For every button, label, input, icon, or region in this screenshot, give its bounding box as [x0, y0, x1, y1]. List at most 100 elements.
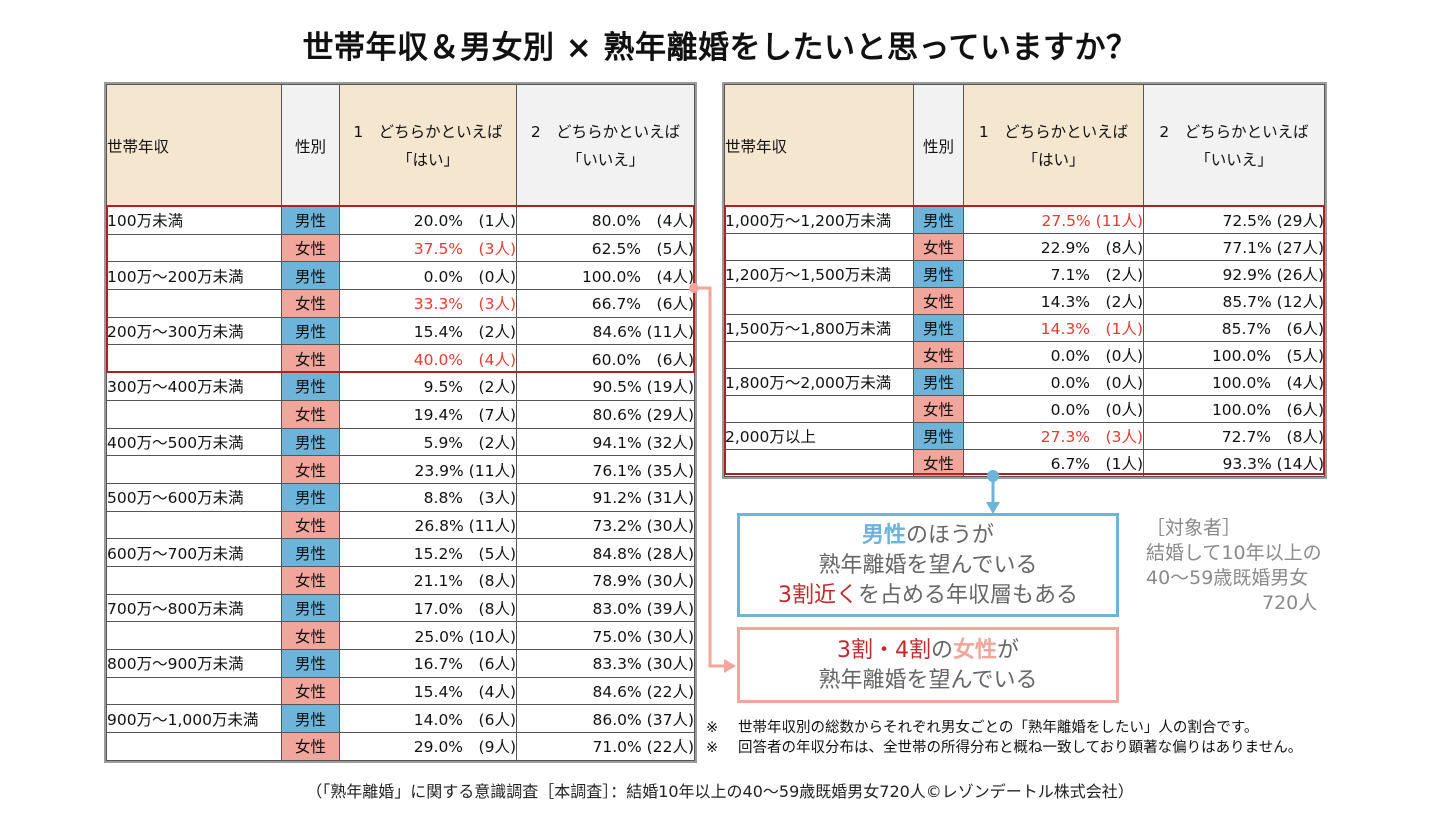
- yes-cell: 15.2% (5人): [339, 538, 517, 567]
- gender-badge-male: 男性: [281, 538, 340, 567]
- footnote: ※ 回答者の年収分布は、全世帯の所得分布と概ね一致しており顕著な偏りはありません。: [706, 738, 1302, 758]
- table-row: 女性 6.7% (1人) 93.3% (14人): [724, 449, 1325, 477]
- header-no: 2 どちらかといえば 「いいえ」: [1143, 84, 1325, 207]
- gender-badge-female: 女性: [913, 395, 964, 423]
- left-table: 世帯年収 性別 1 どちらかといえば 「はい」 2 どちらかといえば 「いいえ」 1…: [104, 82, 697, 763]
- gender-badge-female: 女性: [913, 233, 964, 261]
- footnotes: ※ 世帯年収別の総数からそれぞれ男女ごとの「熟年離婚をしたい」人の割合です。 ※ 回…: [706, 718, 1302, 758]
- male-callout: 男性のほうが 熟年離婚を望んでいる 3割近くを占める年収層もある: [737, 513, 1119, 617]
- table-row: 女性 29.0% (9人) 71.0% (22人): [106, 732, 695, 761]
- yes-cell: 0.0% (0人): [963, 368, 1144, 396]
- table-row: 700万～800万未満 男性 17.0% (8人) 83.0% (39人): [106, 593, 695, 623]
- ratio-emphasis: 3割近く: [777, 583, 858, 608]
- no-cell: 100.0% (4人): [1143, 368, 1325, 396]
- header-yes-line1: 1 どちらかといえば: [353, 122, 503, 141]
- female-callout-line1: 3割・4割の女性が: [740, 636, 1116, 666]
- yes-cell: 33.3% (3人): [339, 289, 517, 318]
- header-yes: 1 どちらかといえば 「はい」: [963, 84, 1144, 207]
- gender-badge-female: 女性: [281, 344, 340, 374]
- table-row: 500万～600万未満 男性 8.8% (3人) 91.2% (31人): [106, 482, 695, 512]
- target-info: ［対象者］ 結婚して10年以上の 40～59歳既婚男女 720人: [1146, 516, 1322, 616]
- ratio-emphasis: 3割・4割: [836, 638, 931, 663]
- income-cell: 1,500万～1,800万未満: [724, 314, 914, 342]
- no-cell: 78.9% (30人): [516, 565, 695, 595]
- yes-cell: 20.0% (1人): [339, 206, 517, 235]
- no-cell: 85.7% (12人): [1143, 287, 1325, 315]
- table-row: 女性 21.1% (8人) 78.9% (30人): [106, 565, 695, 595]
- table-row: 200万～300万未満 男性 15.4% (2人) 84.6% (11人): [106, 316, 695, 346]
- gender-badge-male: 男性: [913, 314, 964, 342]
- header-yes: 1 どちらかといえば 「はい」: [339, 84, 517, 207]
- yes-cell: 40.0% (4人): [339, 344, 517, 374]
- no-cell: 76.1% (35人): [516, 455, 695, 484]
- income-cell: [724, 341, 914, 369]
- right-table: 世帯年収 性別 1 どちらかといえば 「はい」 2 どちらかといえば 「いいえ」 1…: [722, 82, 1327, 479]
- no-cell: 73.2% (30人): [516, 510, 695, 540]
- income-cell: 200万～300万未満: [106, 316, 282, 346]
- yes-cell: 17.0% (8人): [339, 593, 517, 623]
- yes-cell: 19.4% (7人): [339, 399, 517, 429]
- header-income: 世帯年収: [724, 84, 914, 207]
- gender-badge-male: 男性: [281, 372, 340, 401]
- yes-cell: 27.3% (3人): [963, 422, 1144, 450]
- gender-badge-female: 女性: [281, 233, 340, 263]
- table-row: 600万～700万未満 男性 15.2% (5人) 84.8% (28人): [106, 538, 695, 567]
- gender-badge-female: 女性: [281, 510, 340, 540]
- no-cell: 75.0% (30人): [516, 621, 695, 650]
- no-cell: 84.6% (11人): [516, 316, 695, 346]
- header-no-line2: 「いいえ」: [566, 150, 645, 169]
- no-cell: 91.2% (31人): [516, 482, 695, 512]
- footnote: ※ 世帯年収別の総数からそれぞれ男女ごとの「熟年離婚をしたい」人の割合です。: [706, 718, 1302, 738]
- gender-badge-male: 男性: [281, 261, 340, 291]
- table-row: 1,000万～1,200万未満 男性 27.5% (11人) 72.5% (29人): [724, 206, 1325, 234]
- yes-cell: 16.7% (6人): [339, 649, 517, 678]
- no-cell: 71.0% (22人): [516, 732, 695, 761]
- note-text: 世帯年収別の総数からそれぞれ男女ごとの「熟年離婚をしたい」人の割合です。: [738, 720, 1259, 736]
- gender-badge-male: 男性: [281, 427, 340, 457]
- target-line3: 720人: [1262, 592, 1318, 614]
- income-cell: [106, 344, 282, 374]
- income-cell: 600万～700万未満: [106, 538, 282, 567]
- table-row: 1,200万～1,500万未満 男性 7.1% (2人) 92.9% (26人): [724, 260, 1325, 288]
- header-gender: 性別: [913, 84, 964, 207]
- table-row: 1,500万～1,800万未満 男性 14.3% (1人) 85.7% (6人): [724, 314, 1325, 342]
- income-cell: [724, 395, 914, 423]
- table-header-row: 世帯年収 性別 1 どちらかといえば 「はい」 2 どちらかといえば 「いいえ」: [106, 84, 695, 207]
- no-cell: 90.5% (19人): [516, 372, 695, 401]
- yes-cell: 0.0% (0人): [339, 261, 517, 291]
- header-no-line1: 2 どちらかといえば: [1159, 122, 1309, 141]
- yes-cell: 14.3% (1人): [963, 314, 1144, 342]
- income-cell: 1,000万～1,200万未満: [724, 206, 914, 234]
- male-emphasis: 男性: [861, 523, 906, 548]
- no-cell: 80.0% (4人): [516, 206, 695, 235]
- no-cell: 83.0% (39人): [516, 593, 695, 623]
- gender-badge-female: 女性: [281, 732, 340, 761]
- table-row: 800万～900万未満 男性 16.7% (6人) 83.3% (30人): [106, 649, 695, 678]
- table-row: 女性 0.0% (0人) 100.0% (6人): [724, 395, 1325, 423]
- gender-badge-male: 男性: [913, 368, 964, 396]
- income-cell: 500万～600万未満: [106, 482, 282, 512]
- yes-cell: 22.9% (8人): [963, 233, 1144, 261]
- male-callout-text: を占める年収層もある: [857, 583, 1078, 608]
- yes-cell: 21.1% (8人): [339, 565, 517, 595]
- income-cell: [106, 455, 282, 484]
- gender-badge-female: 女性: [281, 455, 340, 484]
- income-cell: [106, 233, 282, 263]
- female-callout-text: が: [997, 638, 1020, 663]
- income-cell: 100万～200万未満: [106, 261, 282, 291]
- income-cell: 100万未満: [106, 206, 282, 235]
- income-cell: [724, 233, 914, 261]
- note-text: 回答者の年収分布は、全世帯の所得分布と概ね一致しており顕著な偏りはありません。: [738, 740, 1303, 756]
- gender-badge-female: 女性: [913, 287, 964, 315]
- source-credit: （「熟年離婚」に関する意識調査［本調査］：結婚10年以上の40～59歳既婚男女7…: [306, 782, 1134, 801]
- table-row: 100万～200万未満 男性 0.0% (0人) 100.0% (4人): [106, 261, 695, 291]
- income-cell: 900万～1,000万未満: [106, 704, 282, 734]
- yes-cell: 5.9% (2人): [339, 427, 517, 457]
- header-yes-line2: 「はい」: [396, 150, 459, 169]
- no-cell: 72.7% (8人): [1143, 422, 1325, 450]
- gender-badge-male: 男性: [281, 704, 340, 734]
- yes-cell: 23.9% (11人): [339, 455, 517, 484]
- yes-cell: 6.7% (1人): [963, 449, 1144, 477]
- no-cell: 84.8% (28人): [516, 538, 695, 567]
- header-income: 世帯年収: [106, 84, 282, 207]
